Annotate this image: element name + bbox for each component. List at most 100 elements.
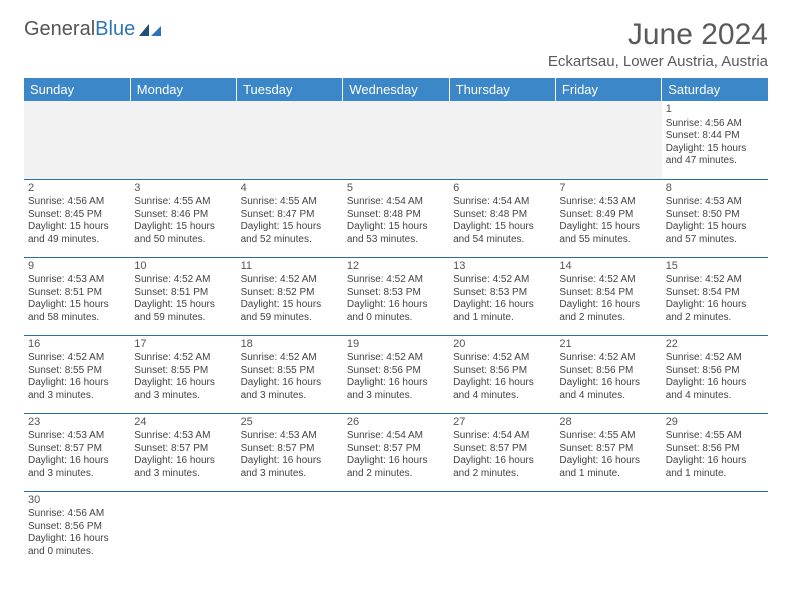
weekday-thursday: Thursday <box>449 78 555 101</box>
sunset-text: Sunset: 8:55 PM <box>134 365 232 378</box>
calendar-day-cell: 15Sunrise: 4:52 AMSunset: 8:54 PMDayligh… <box>662 257 768 335</box>
daylight2-text: and 3 minutes. <box>134 390 232 403</box>
sunset-text: Sunset: 8:56 PM <box>666 365 764 378</box>
calendar-day-cell: 10Sunrise: 4:52 AMSunset: 8:51 PMDayligh… <box>130 257 236 335</box>
daylight1-text: Daylight: 16 hours <box>28 533 126 546</box>
sunset-text: Sunset: 8:56 PM <box>347 365 445 378</box>
daylight2-text: and 4 minutes. <box>666 390 764 403</box>
calendar-body: 1Sunrise: 4:56 AMSunset: 8:44 PM Daylight… <box>24 101 768 569</box>
calendar-day-cell: 26Sunrise: 4:54 AMSunset: 8:57 PMDayligh… <box>343 413 449 491</box>
sunset-text: Sunset: 8:56 PM <box>559 365 657 378</box>
daylight2-text: and 47 minutes. <box>666 155 764 168</box>
daylight2-text: and 57 minutes. <box>666 234 764 247</box>
day-number: 28 <box>559 416 657 430</box>
day-number: 26 <box>347 416 445 430</box>
sunrise-text: Sunrise: 4:55 AM <box>666 430 764 443</box>
day-number: 21 <box>559 338 657 352</box>
calendar-week-row: 30Sunrise: 4:56 AMSunset: 8:56 PMDayligh… <box>24 491 768 569</box>
location-text: Eckartsau, Lower Austria, Austria <box>548 53 768 70</box>
calendar-day-cell <box>237 491 343 569</box>
calendar-week-row: 2Sunrise: 4:56 AMSunset: 8:45 PMDaylight… <box>24 179 768 257</box>
daylight2-text: and 59 minutes. <box>241 312 339 325</box>
calendar-day-cell <box>555 101 661 179</box>
sunset-text: Sunset: 8:54 PM <box>666 287 764 300</box>
daylight2-text: and 4 minutes. <box>559 390 657 403</box>
sunset-text: Sunset: 8:57 PM <box>241 443 339 456</box>
calendar-week-row: 9Sunrise: 4:53 AMSunset: 8:51 PMDaylight… <box>24 257 768 335</box>
weekday-tuesday: Tuesday <box>237 78 343 101</box>
day-number: 13 <box>453 260 551 274</box>
sunset-text: Sunset: 8:57 PM <box>453 443 551 456</box>
daylight2-text: and 50 minutes. <box>134 234 232 247</box>
day-number: 23 <box>28 416 126 430</box>
day-number: 1 <box>666 103 764 117</box>
daylight1-text: Daylight: 16 hours <box>28 377 126 390</box>
calendar-day-cell: 13Sunrise: 4:52 AMSunset: 8:53 PMDayligh… <box>449 257 555 335</box>
calendar-week-row: 23Sunrise: 4:53 AMSunset: 8:57 PMDayligh… <box>24 413 768 491</box>
calendar-day-cell: 25Sunrise: 4:53 AMSunset: 8:57 PMDayligh… <box>237 413 343 491</box>
daylight1-text: Daylight: 16 hours <box>241 377 339 390</box>
calendar-day-cell <box>130 101 236 179</box>
sunset-text: Sunset: 8:44 PM <box>666 130 764 143</box>
daylight1-text: Daylight: 16 hours <box>453 455 551 468</box>
daylight1-text: Daylight: 16 hours <box>347 299 445 312</box>
calendar-day-cell: 8Sunrise: 4:53 AMSunset: 8:50 PMDaylight… <box>662 179 768 257</box>
daylight1-text: Daylight: 15 hours <box>134 299 232 312</box>
day-number: 20 <box>453 338 551 352</box>
day-number: 15 <box>666 260 764 274</box>
weekday-saturday: Saturday <box>662 78 768 101</box>
logo: GeneralBlue <box>24 18 165 41</box>
sunrise-text: Sunrise: 4:52 AM <box>559 352 657 365</box>
daylight1-text: Daylight: 15 hours <box>134 221 232 234</box>
month-title: June 2024 <box>548 18 768 51</box>
sunrise-text: Sunrise: 4:55 AM <box>134 196 232 209</box>
sunrise-text: Sunrise: 4:55 AM <box>241 196 339 209</box>
calendar-day-cell: 23Sunrise: 4:53 AMSunset: 8:57 PMDayligh… <box>24 413 130 491</box>
weekday-friday: Friday <box>555 78 661 101</box>
day-number: 3 <box>134 182 232 196</box>
day-number: 12 <box>347 260 445 274</box>
sunrise-text: Sunrise: 4:52 AM <box>666 352 764 365</box>
weekday-sunday: Sunday <box>24 78 130 101</box>
daylight1-text: Daylight: 15 hours <box>28 221 126 234</box>
day-number: 14 <box>559 260 657 274</box>
daylight2-text: and 2 minutes. <box>453 468 551 481</box>
sunset-text: Sunset: 8:56 PM <box>453 365 551 378</box>
day-number: 10 <box>134 260 232 274</box>
day-number: 29 <box>666 416 764 430</box>
daylight2-text: and 58 minutes. <box>28 312 126 325</box>
sunrise-text: Sunrise: 4:52 AM <box>347 352 445 365</box>
calendar-day-cell: 16Sunrise: 4:52 AMSunset: 8:55 PMDayligh… <box>24 335 130 413</box>
sunrise-text: Sunrise: 4:55 AM <box>559 430 657 443</box>
calendar-day-cell: 30Sunrise: 4:56 AMSunset: 8:56 PMDayligh… <box>24 491 130 569</box>
logo-text: GeneralBlue <box>24 18 135 41</box>
day-number: 6 <box>453 182 551 196</box>
daylight1-text: Daylight: 16 hours <box>559 377 657 390</box>
daylight1-text: Daylight: 16 hours <box>453 377 551 390</box>
sunset-text: Sunset: 8:48 PM <box>453 209 551 222</box>
daylight1-text: Daylight: 16 hours <box>666 299 764 312</box>
day-number: 8 <box>666 182 764 196</box>
sunset-text: Sunset: 8:55 PM <box>28 365 126 378</box>
daylight2-text: and 2 minutes. <box>559 312 657 325</box>
calendar-day-cell: 18Sunrise: 4:52 AMSunset: 8:55 PMDayligh… <box>237 335 343 413</box>
day-number: 11 <box>241 260 339 274</box>
daylight1-text: Daylight: 16 hours <box>347 377 445 390</box>
sunrise-text: Sunrise: 4:52 AM <box>28 352 126 365</box>
daylight1-text: Daylight: 15 hours <box>347 221 445 234</box>
logo-sail-icon <box>137 22 165 38</box>
sunset-text: Sunset: 8:50 PM <box>666 209 764 222</box>
calendar-day-cell: 20Sunrise: 4:52 AMSunset: 8:56 PMDayligh… <box>449 335 555 413</box>
daylight2-text: and 3 minutes. <box>28 390 126 403</box>
calendar-day-cell: 3Sunrise: 4:55 AMSunset: 8:46 PMDaylight… <box>130 179 236 257</box>
sunset-text: Sunset: 8:55 PM <box>241 365 339 378</box>
sunset-text: Sunset: 8:47 PM <box>241 209 339 222</box>
daylight2-text: and 59 minutes. <box>134 312 232 325</box>
sunrise-text: Sunrise: 4:56 AM <box>666 118 764 131</box>
daylight1-text: Daylight: 16 hours <box>28 455 126 468</box>
day-number: 25 <box>241 416 339 430</box>
daylight1-text: Daylight: 16 hours <box>666 377 764 390</box>
sunrise-text: Sunrise: 4:53 AM <box>28 430 126 443</box>
daylight1-text: Daylight: 16 hours <box>559 299 657 312</box>
calendar-day-cell: 9Sunrise: 4:53 AMSunset: 8:51 PMDaylight… <box>24 257 130 335</box>
